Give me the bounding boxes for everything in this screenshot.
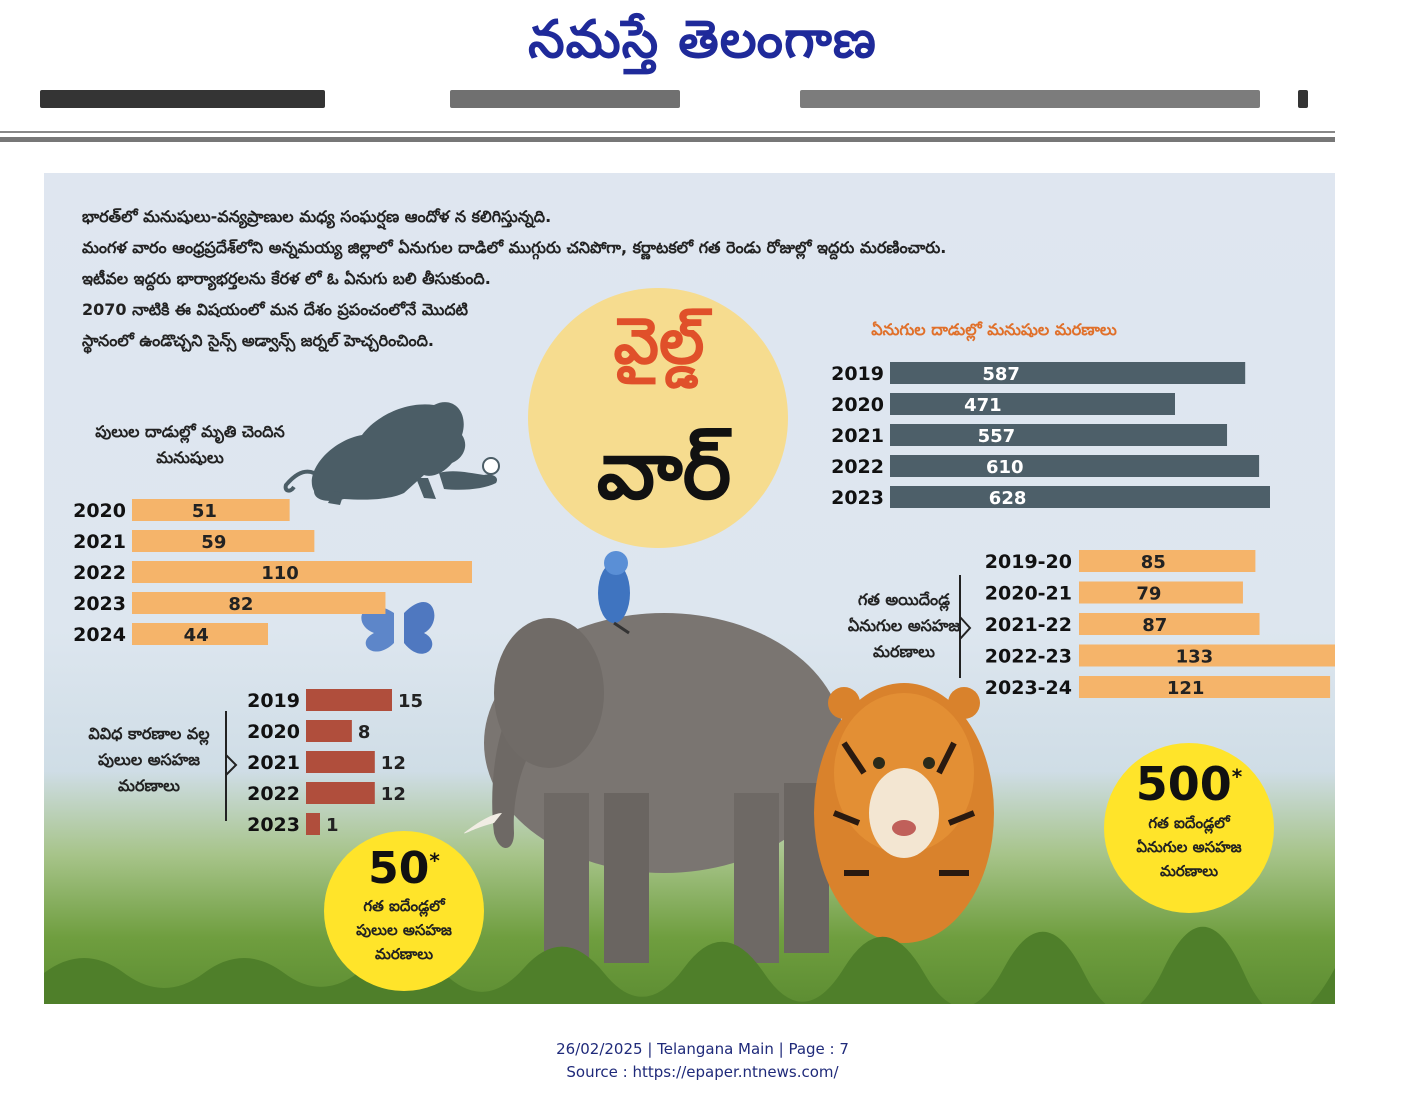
elephant-attack-category-label: 2021 xyxy=(831,425,884,447)
tiger-attack-bar xyxy=(132,499,290,521)
grass-foreground xyxy=(44,926,1335,1004)
elephant-unnatural-bar xyxy=(1079,644,1335,667)
summary-caption: మరణాలు xyxy=(374,945,434,963)
tiger-attack-category-label: 2021 xyxy=(73,531,126,553)
tiger-attack-bar xyxy=(132,561,472,583)
tiger-unnatural-value-label: 12 xyxy=(381,784,406,805)
elephant-attack-bar xyxy=(890,486,1270,508)
elephant-unnatural-bar xyxy=(1079,613,1260,635)
tiger-unnatural-value-label: 8 xyxy=(358,722,371,743)
tiger-unnatural-category-label: 2020 xyxy=(247,721,300,743)
tiger-unnatural-bar xyxy=(306,782,375,804)
infographic-panel: భారత్‌లో మనుషులు-వన్యప్రాణుల మధ్య సంఘర్ష… xyxy=(44,173,1335,1004)
wildlife-illustrations xyxy=(44,402,1335,1004)
cropped-headline-strip xyxy=(0,82,1335,116)
elephant-unnatural-value-label: 85 xyxy=(1141,552,1166,573)
elephant-unnatural-bar xyxy=(1079,581,1243,604)
elephant-attack-category-label: 2020 xyxy=(831,394,884,416)
headline-line1: వైల్డ్ xyxy=(613,305,705,379)
parrot-icon xyxy=(598,551,630,635)
elephant-unnatural-category-label: 2022-23 xyxy=(985,646,1072,668)
tiger-attack-value-label: 44 xyxy=(184,625,209,646)
elephant-attack-value-label: 610 xyxy=(986,457,1024,478)
tiger-attack-bar xyxy=(132,623,268,645)
summary-caption: పులుల అసహజ xyxy=(356,921,452,939)
butterfly-icon xyxy=(361,602,435,654)
elephant-unnatural-category-label: 2020-21 xyxy=(985,583,1072,605)
elephant-attack-value-label: 587 xyxy=(982,364,1020,385)
tiger-attack-category-label: 2024 xyxy=(73,624,126,646)
elephant-unnatural-category-label: 2021-22 xyxy=(985,614,1072,636)
elephant-unnatural-value-label: 133 xyxy=(1176,647,1214,668)
divider xyxy=(0,137,1335,142)
elephant-attack-category-label: 2022 xyxy=(831,456,884,478)
tiger-unnatural-bar xyxy=(306,751,375,773)
elephant-deaths-total: 500* xyxy=(1135,757,1243,811)
tiger-deaths-summary-circle: 50* గత ఐదేండ్లలో పులుల అసహజ మరణాలు xyxy=(324,831,484,991)
elephant-unnatural-bar xyxy=(1079,550,1256,572)
footer-date-line: 26/02/2025 | Telangana Main | Page : 7 xyxy=(556,1040,849,1058)
tiger-unnatural-bar xyxy=(306,720,352,742)
headline-line2: వార్ xyxy=(596,423,732,518)
tiger-attack-bar xyxy=(132,530,315,552)
elephant-unnatural-value-label: 121 xyxy=(1167,678,1205,699)
lion-attack-icon xyxy=(283,402,500,505)
elephant-attack-chart-title: ఏనుగుల దాడుల్లో మనుషుల మరణాలు xyxy=(871,320,1117,339)
divider xyxy=(0,131,1335,133)
elephant-unnatural-value-label: 87 xyxy=(1142,615,1167,636)
tiger-unnatural-category-label: 2022 xyxy=(247,783,300,805)
elephant-icon xyxy=(464,613,844,963)
tiger-unnatural-bar xyxy=(306,689,392,711)
elephant-attack-bar xyxy=(890,455,1260,477)
elephant-unnatural-deaths-title: గత అయిదేండ్ల ఏనుగుల అసహజ మరణాలు xyxy=(847,590,961,661)
tiger-deaths-total: 50* xyxy=(368,843,440,894)
summary-caption: గత ఐదేండ్లలో xyxy=(1148,814,1230,832)
tiger-unnatural-category-label: 2021 xyxy=(247,752,300,774)
elephant-unnatural-bar xyxy=(1079,676,1331,698)
intro-line: స్థానంలో ఉండొచ్చని సైన్స్ అడ్వాన్స్ జర్న… xyxy=(82,331,434,350)
elephant-deaths-summary-circle: 500* గత ఐదేండ్లలో ఏనుగుల అసహజ మరణాలు xyxy=(1104,743,1274,913)
elephant-attack-bar xyxy=(890,362,1246,384)
tiger-unnatural-bar xyxy=(306,813,320,835)
tiger-attack-category-label: 2023 xyxy=(73,593,126,615)
tiger-attack-category-label: 2022 xyxy=(73,562,126,584)
tiger-attack-value-label: 110 xyxy=(261,563,299,584)
tiger-unnatural-value-label: 15 xyxy=(398,691,423,712)
intro-line: ఇటీవల ఇద్దరు భార్యాభర్తలను కేరళ లో ఓ ఏను… xyxy=(82,269,491,288)
tiger-attack-bar xyxy=(132,592,386,614)
elephant-attack-bar xyxy=(890,393,1175,415)
masthead-logo: నమస్తే తెలంగాణ xyxy=(528,10,877,70)
tiger-attack-value-label: 59 xyxy=(201,532,226,553)
tiger-unnatural-deaths-title: వివిధ కారణాల వల్ల పులుల అసహజ మరణాలు xyxy=(88,724,210,795)
intro-line: మంగళ వారం ఆంధ్రప్రదేశ్‌లోని అన్నమయ్య జిల… xyxy=(82,238,947,257)
elephant-attack-category-label: 2023 xyxy=(831,487,884,509)
tiger-attack-chart-title: పులుల దాడుల్లో మృతి చెందిన మనుషులు xyxy=(95,422,285,467)
bar-charts: 2019 587 2020 471 2021 557 2022 610 2023 628 2020 5… xyxy=(73,362,1335,836)
elephant-unnatural-category-label: 2023-24 xyxy=(985,677,1072,699)
tiger-unnatural-category-label: 2023 xyxy=(247,814,300,836)
elephant-attack-category-label: 2019 xyxy=(831,363,884,385)
footer-source-line: Source : https://epaper.ntnews.com/ xyxy=(566,1063,839,1081)
elephant-unnatural-category-label: 2019-20 xyxy=(985,551,1072,573)
elephant-attack-value-label: 471 xyxy=(964,395,1002,416)
headline-circle xyxy=(528,288,788,548)
intro-text: భారత్‌లో మనుషులు-వన్యప్రాణుల మధ్య సంఘర్ష… xyxy=(82,201,946,356)
tiger-attack-value-label: 82 xyxy=(228,594,253,615)
summary-caption: మరణాలు xyxy=(1159,862,1219,880)
elephant-attack-value-label: 557 xyxy=(978,426,1016,447)
tiger-attack-value-label: 51 xyxy=(192,501,217,522)
summary-caption: ఏనుగుల అసహజ xyxy=(1136,838,1242,856)
tiger-icon xyxy=(814,683,994,943)
elephant-attack-bar xyxy=(890,424,1228,446)
tiger-attack-category-label: 2020 xyxy=(73,500,126,522)
intro-line: భారత్‌లో మనుషులు-వన్యప్రాణుల మధ్య సంఘర్ష… xyxy=(82,207,552,226)
tiger-unnatural-value-label: 12 xyxy=(381,753,406,774)
tiger-unnatural-value-label: 1 xyxy=(326,815,339,836)
elephant-attack-value-label: 628 xyxy=(989,488,1027,509)
tiger-unnatural-category-label: 2019 xyxy=(247,690,300,712)
elephant-unnatural-value-label: 79 xyxy=(1136,584,1161,605)
intro-line: 2070 నాటికి ఈ విషయంలో మన దేశం ప్రపంచంలోన… xyxy=(82,300,469,319)
summary-caption: గత ఐదేండ్లలో xyxy=(363,897,445,915)
